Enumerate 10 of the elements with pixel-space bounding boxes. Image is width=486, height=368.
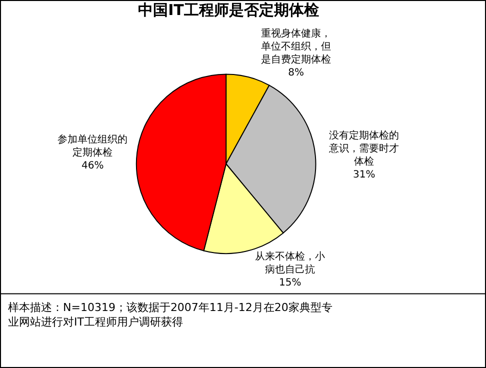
data-label: 31% (352, 170, 376, 181)
data-label: 15% (279, 277, 302, 288)
slice-label: 重视身体健康，单位不组织，但是自费定期体检 (261, 28, 332, 66)
slice-label: 从来不体检，小病也自己抗 (255, 250, 326, 276)
data-label: 46% (81, 160, 104, 172)
data-label: 8% (288, 68, 304, 79)
slice-label: 参加单位组织的定期体检 (58, 133, 128, 158)
text: 样本描述：N=10319；该数据于2007年11月-12月在20家典型专业网站进行对IT工程师用户调研获得 (8, 301, 332, 328)
slice-label: 没有定期体检的意识，需要时才体检 (328, 130, 400, 168)
chart-title: 中国IT工程师是否定期体检 (138, 1, 320, 20)
